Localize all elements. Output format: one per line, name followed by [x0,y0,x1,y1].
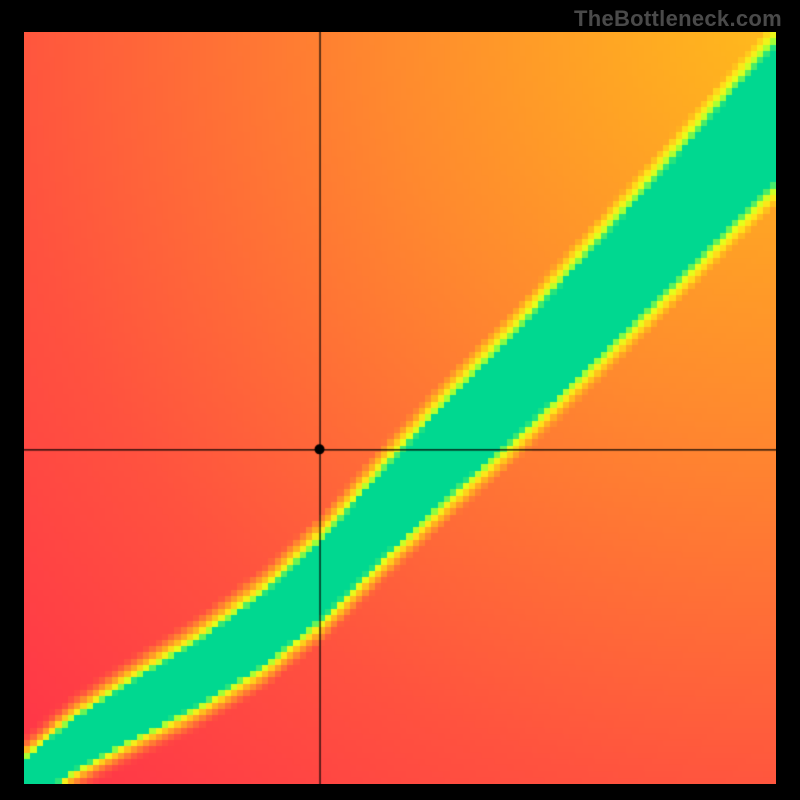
bottleneck-heatmap-canvas [24,32,776,784]
watermark-text: TheBottleneck.com [574,6,782,32]
chart-container: TheBottleneck.com [0,0,800,800]
